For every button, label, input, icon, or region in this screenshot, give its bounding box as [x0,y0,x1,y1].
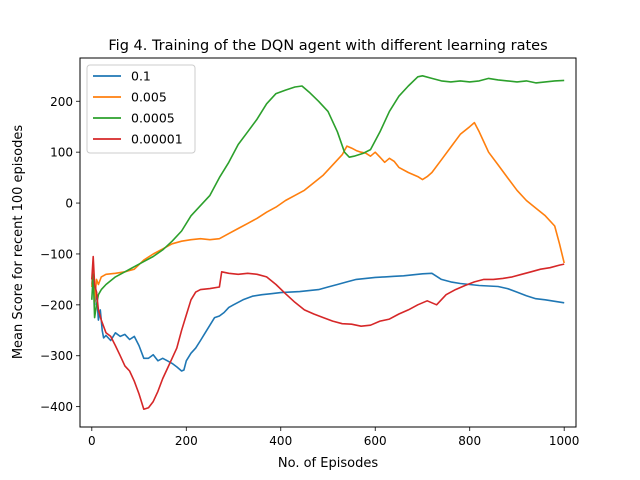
series-line-2 [91,121,565,304]
y-tick-label: −400 [40,400,73,414]
x-tick-label: 200 [175,434,198,448]
y-axis-ticks: −400 −300 −200 −100 0 100 200 [40,95,80,414]
chart-title: Fig 4. Training of the DQN agent with di… [108,38,547,54]
y-tick-label: −300 [40,349,73,363]
legend-box [86,64,196,154]
plot-area [79,57,577,428]
x-axis-label: No. of Episodes [278,456,378,471]
series-layer [91,75,565,410]
legend-label-1: 0.1 [131,69,151,84]
x-tick-label: 1000 [549,434,580,448]
legend-label-2: 0.005 [131,90,167,105]
x-tick-label: 600 [364,434,387,448]
legend-label-4: 0.00001 [131,132,183,147]
legend-entries: 0.1 0.005 0.0005 0.00001 [93,69,183,147]
series-line-4 [91,255,565,410]
x-tick-label: 400 [269,434,292,448]
x-axis-ticks: 0 200 400 600 800 1000 [88,427,579,448]
legend-label-3: 0.0005 [131,111,175,126]
y-axis-label: Mean Score for recent 100 episodes [11,125,26,360]
series-line-1 [91,263,565,372]
y-tick-label: 0 [65,197,73,211]
y-tick-label: −100 [40,247,73,261]
legend: 0.1 0.005 0.0005 0.00001 [86,64,196,154]
x-tick-label: 800 [458,434,481,448]
axes-frame [79,57,577,428]
x-tick-label: 0 [88,434,96,448]
y-tick-label: 100 [50,146,73,160]
y-tick-label: −200 [40,298,73,312]
y-tick-label: 200 [50,95,73,109]
series-line-3 [91,75,565,319]
